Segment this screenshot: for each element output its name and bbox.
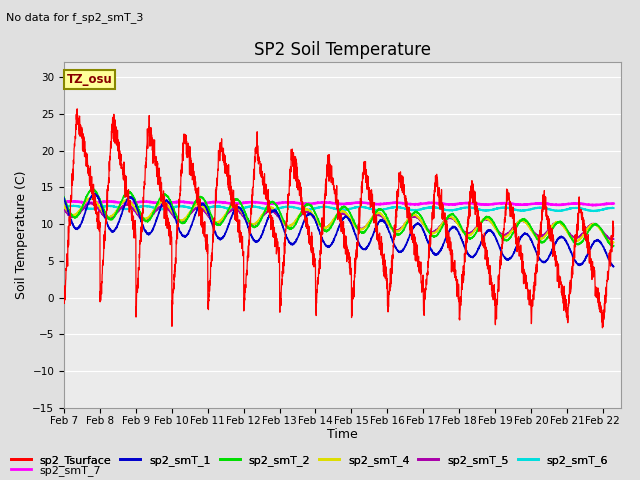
Legend: sp2_smT_7: sp2_smT_7 [6, 460, 106, 480]
Text: TZ_osu: TZ_osu [67, 73, 113, 86]
Legend: sp2_Tsurface, sp2_smT_1, sp2_smT_2, sp2_smT_4, sp2_smT_5, sp2_smT_6: sp2_Tsurface, sp2_smT_1, sp2_smT_2, sp2_… [6, 451, 612, 470]
Title: SP2 Soil Temperature: SP2 Soil Temperature [254, 41, 431, 60]
Text: No data for f_sp2_smT_3: No data for f_sp2_smT_3 [6, 12, 144, 23]
Y-axis label: Soil Temperature (C): Soil Temperature (C) [15, 171, 28, 300]
X-axis label: Time: Time [327, 429, 358, 442]
